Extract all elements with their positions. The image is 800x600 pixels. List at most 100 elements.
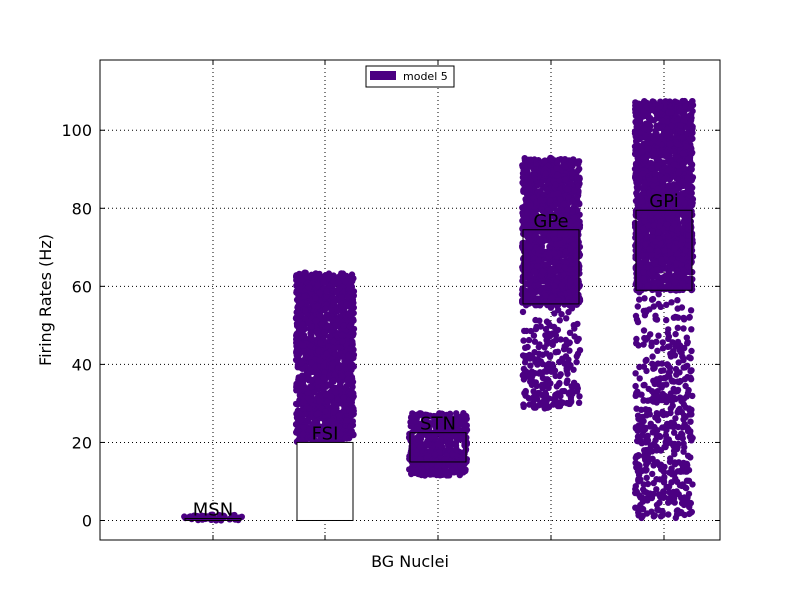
data-point (349, 338, 356, 345)
data-point (536, 237, 544, 245)
data-point (335, 279, 342, 286)
data-point (543, 401, 550, 408)
data-point (323, 288, 330, 295)
data-point (335, 412, 343, 419)
data-point (337, 387, 344, 395)
data-point (573, 358, 580, 366)
data-point (330, 299, 338, 306)
data-point (542, 292, 549, 299)
data-point (463, 440, 470, 448)
data-point (563, 379, 570, 387)
data-point (305, 370, 313, 377)
data-point (350, 292, 357, 299)
data-point (340, 407, 347, 414)
data-point (534, 281, 542, 289)
data-point (334, 396, 341, 403)
data-point (575, 182, 582, 190)
data-point (297, 416, 305, 424)
data-point (547, 380, 554, 387)
data-point (563, 340, 571, 347)
data-point (300, 342, 307, 349)
data-point (431, 451, 439, 458)
data-point (523, 215, 530, 222)
data-point (572, 252, 580, 259)
data-point (312, 317, 320, 324)
data-point (556, 240, 564, 248)
data-point (552, 337, 559, 344)
data-point (301, 411, 309, 418)
data-point (425, 441, 433, 448)
data-point (532, 379, 539, 386)
data-point (338, 372, 346, 380)
data-point (315, 410, 322, 417)
data-point (338, 331, 345, 339)
data-point (521, 187, 529, 194)
data-point (535, 257, 542, 264)
data-point (531, 338, 539, 345)
data-point (323, 311, 331, 318)
data-point (641, 98, 648, 105)
data-point (527, 177, 534, 184)
data-point (548, 294, 556, 301)
data-point (556, 402, 564, 410)
data-point (525, 395, 532, 402)
data-point (463, 412, 470, 420)
data-point (296, 410, 303, 417)
data-point (347, 345, 354, 353)
data-point (324, 323, 331, 331)
data-point (536, 246, 543, 254)
data-point (521, 264, 528, 271)
data-point (539, 360, 546, 368)
data-point (346, 323, 354, 330)
data-point (564, 185, 571, 193)
data-point (576, 200, 583, 208)
data-point (552, 349, 559, 356)
data-point (209, 511, 216, 518)
data-point (526, 231, 533, 238)
data-point (542, 170, 549, 177)
data-point (323, 293, 330, 300)
data-point (330, 278, 337, 285)
data-point (320, 362, 327, 369)
data-point (527, 202, 534, 209)
points-fsi (292, 269, 358, 446)
data-point (308, 359, 315, 366)
data-point (293, 338, 300, 345)
data-point (331, 371, 338, 378)
data-point (547, 332, 554, 340)
data-point (555, 297, 562, 304)
data-point (334, 344, 342, 351)
data-point (575, 399, 583, 406)
data-point (567, 277, 575, 285)
data-point (551, 367, 559, 374)
data-point (556, 379, 563, 387)
data-point (562, 176, 569, 183)
data-point (436, 459, 443, 466)
data-point (315, 382, 322, 389)
data-point (339, 338, 346, 345)
data-point (329, 360, 337, 368)
data-point (308, 335, 316, 342)
data-point (560, 200, 568, 208)
data-point (330, 408, 337, 415)
scatter-points (181, 97, 697, 524)
data-point (320, 278, 327, 286)
data-point (336, 382, 344, 390)
data-point (545, 253, 553, 260)
data-point (446, 472, 453, 479)
data-point (519, 372, 526, 379)
data-point (434, 440, 442, 448)
data-point (554, 190, 562, 197)
data-point (568, 388, 576, 395)
data-point (570, 322, 577, 329)
data-point (565, 360, 572, 368)
points-gpe (518, 154, 584, 412)
data-point (520, 403, 527, 410)
data-point (575, 160, 582, 168)
data-point (335, 285, 343, 292)
data-point (347, 276, 354, 284)
data-point (519, 352, 527, 359)
data-point (463, 426, 471, 434)
data-point (536, 188, 544, 195)
data-point (449, 450, 456, 458)
